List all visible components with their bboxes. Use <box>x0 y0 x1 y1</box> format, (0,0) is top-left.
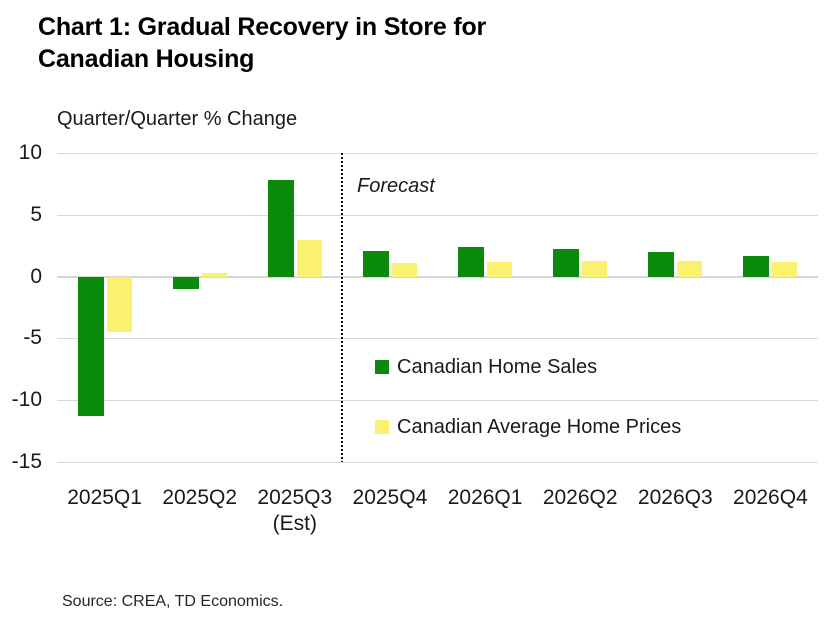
home-prices-swatch-icon <box>375 420 389 434</box>
bar <box>582 260 608 277</box>
bar <box>362 250 389 277</box>
bar <box>677 260 703 277</box>
bar <box>391 263 417 277</box>
chart-title-line2: Canadian Housing <box>38 45 255 73</box>
y-tick-label: -5 <box>23 326 42 350</box>
gridline <box>57 338 818 340</box>
legend-item-home-sales: Canadian Home Sales <box>375 354 597 380</box>
gridline <box>57 462 818 463</box>
bar <box>772 261 798 277</box>
x-tick-label: 2026Q1 <box>447 486 523 509</box>
forecast-divider-line <box>341 153 344 462</box>
y-tick-label: -10 <box>11 388 42 412</box>
x-tick-label: 2025Q4 <box>352 486 428 509</box>
bar <box>296 239 322 277</box>
bar <box>106 276 132 333</box>
legend-label: Canadian Average Home Prices <box>397 415 682 438</box>
x-tick-label: 2025Q1 <box>67 486 142 509</box>
gridline <box>57 275 818 278</box>
x-tick-label: 2025Q3 <box>257 486 333 509</box>
bar <box>172 276 199 289</box>
source-note: Source: CREA, TD Economics. <box>62 593 284 610</box>
gridline <box>57 214 818 216</box>
x-tick-label: 2025Q2 <box>162 486 238 509</box>
y-tick-label: 5 <box>30 202 42 226</box>
forecast-label: Forecast <box>357 175 435 197</box>
legend-item-home-prices: Canadian Average Home Prices <box>375 414 681 440</box>
legend-label: Canadian Home Sales <box>397 355 598 378</box>
bar <box>201 272 227 277</box>
x-tick-sublabel: (Est) <box>272 512 317 535</box>
x-tick-label: 2026Q3 <box>637 486 713 509</box>
y-tick-label: 0 <box>30 264 42 288</box>
y-axis-title: Quarter/Quarter % Change <box>57 108 298 130</box>
bar <box>743 255 770 277</box>
bar <box>648 251 675 277</box>
chart-title: Chart 1: Gradual Recovery in Store for C… <box>38 11 486 75</box>
chart-title-line1: Chart 1: Gradual Recovery in Store for <box>38 13 487 41</box>
y-tick-label: 10 <box>18 141 42 164</box>
home-sales-swatch-icon <box>375 360 389 374</box>
x-tick-label: 2026Q4 <box>733 486 808 509</box>
gridline <box>57 153 818 154</box>
bar <box>267 180 294 277</box>
gridline <box>57 400 818 402</box>
bar <box>553 249 580 277</box>
y-tick-label: -15 <box>11 450 42 473</box>
bar <box>458 246 485 277</box>
x-tick-label: 2026Q2 <box>542 486 618 509</box>
bar <box>77 276 104 417</box>
bar <box>487 261 513 277</box>
